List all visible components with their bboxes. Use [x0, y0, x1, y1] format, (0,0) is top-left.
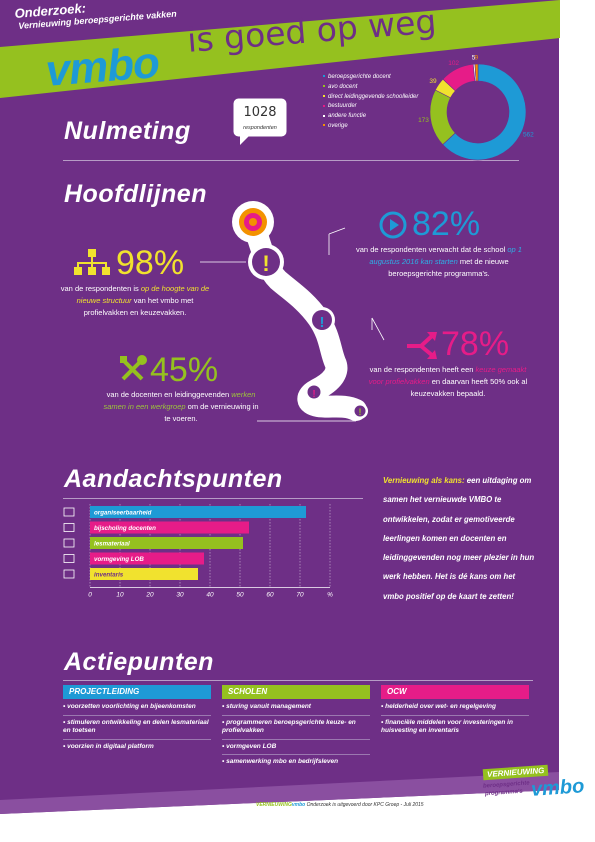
- donut-data-label: 102: [448, 60, 459, 67]
- bar-category-label: organiseerbaarheid: [94, 510, 152, 517]
- category-icon: [63, 507, 75, 517]
- x-tick-label: 0: [88, 592, 92, 599]
- svg-text:!: !: [312, 389, 315, 400]
- stat-78-text: van de respondenten heeft een keuze gema…: [368, 365, 528, 398]
- legend-swatch: [323, 114, 325, 117]
- respondent-donut-chart: 562 173 39 102 5 9: [418, 55, 534, 161]
- donut-data-label: 173: [418, 117, 429, 124]
- list-item: • vormgeven LOB: [222, 740, 370, 755]
- list-item: • stimuleren ontwikkeling en delen lesma…: [63, 716, 211, 740]
- category-icon: [63, 523, 75, 532]
- donut-data-label: 39: [429, 78, 437, 85]
- legend-item: bestuurder: [323, 102, 423, 112]
- bar-category-label: lesmateriaal: [94, 541, 130, 548]
- respondent-count: 1028: [243, 105, 277, 120]
- donut-slice: [442, 63, 527, 161]
- legend-swatch: [323, 104, 325, 107]
- bar: [90, 552, 204, 565]
- donut-data-label: 9: [474, 55, 478, 62]
- stat-45-text: van de docenten en leidinggevenden werke…: [103, 390, 259, 423]
- speech-bubble-icon: [233, 98, 287, 145]
- ocw-heading: OCW: [381, 685, 529, 699]
- divider: [63, 680, 533, 681]
- donut-data-label: 562: [523, 132, 534, 139]
- bar-category-label: bijscholing docenten: [94, 525, 156, 532]
- list-item: • sturing vanuit management: [222, 700, 370, 716]
- legend-swatch: [323, 85, 325, 88]
- projectleiding-heading: PROJECTLEIDING: [63, 685, 211, 699]
- stat-45-value: 45%: [150, 351, 219, 389]
- stat-78-value: 78%: [441, 325, 510, 363]
- bar: [90, 568, 198, 580]
- x-tick-label: 70: [296, 592, 304, 599]
- actiepunten-title: Actiepunten: [64, 648, 214, 676]
- bar-category-label: inventaris: [94, 572, 124, 579]
- list-item: • voorzetten voorlichting en bijeenkomst…: [63, 700, 211, 716]
- logo-brand: vmbo: [530, 775, 586, 801]
- category-icon: [63, 554, 75, 563]
- legend-swatch: [323, 124, 325, 127]
- bar: [90, 537, 243, 549]
- projectleiding-list: • voorzetten voorlichting en bijeenkomst…: [63, 700, 211, 754]
- donut-slice: [474, 63, 479, 82]
- aandachtspunten-title: Aandachtspunten: [64, 465, 283, 493]
- legend-item: avo docent: [323, 83, 423, 93]
- legend-item: beroepsgerichte docent: [323, 73, 423, 83]
- aandachtspunten-quote: Vernieuwing als kans: een uitdaging om s…: [383, 476, 535, 601]
- tools-icon: [120, 355, 147, 381]
- ocw-list: • helderheid over wet- en regelgeving • …: [381, 700, 529, 739]
- list-item: • samenwerking mbo en bedrijfsleven: [222, 758, 339, 765]
- legend-item: direct leidinggevende schoolleider: [323, 93, 423, 103]
- x-tick-label: %: [327, 592, 333, 599]
- hoofdlijnen-title: Hoofdlijnen: [64, 180, 207, 208]
- org-chart-icon: [74, 249, 110, 275]
- svg-text:!: !: [262, 251, 269, 276]
- x-tick-label: 60: [266, 592, 274, 599]
- bar: [90, 521, 249, 534]
- scholen-heading: SCHOLEN: [222, 685, 370, 699]
- play-icon: [379, 211, 407, 239]
- list-item: • programmeren beroepsgerichte keuze- en…: [222, 716, 370, 740]
- x-tick-label: 30: [176, 592, 184, 599]
- legend-swatch: [323, 75, 325, 78]
- x-tick-label: 10: [116, 592, 124, 599]
- stat-98-value: 98%: [116, 244, 185, 282]
- aandachtspunten-bar-chart: organiseerbaarheid bijscholing docenten le…: [63, 504, 333, 599]
- category-icon: [63, 569, 75, 579]
- stat-98-text: van de respondenten is op de hoogte van …: [60, 284, 210, 317]
- donut-data-label: 5: [472, 55, 476, 62]
- nulmeting-title: Nulmeting: [64, 117, 191, 145]
- scholen-list: • sturing vanuit management • programmer…: [222, 700, 370, 770]
- category-icon: [63, 538, 75, 548]
- donut-legend: beroepsgerichte docent avo docent direct…: [323, 73, 423, 132]
- x-tick-label: 40: [206, 592, 214, 599]
- vernieuwing-vmbo-logo: VERNIEUWING beroepsgerichte programma's …: [482, 764, 585, 811]
- legend-item: andere functie: [323, 112, 423, 122]
- bar-category-label: vormgeving LOB: [94, 556, 144, 563]
- respondent-bubble: 1028 respondenten: [232, 97, 290, 147]
- stat-82-value: 82%: [412, 205, 481, 243]
- fork-arrow-icon: [407, 332, 437, 359]
- list-item: • financiële middelen voor investeringen…: [381, 718, 513, 735]
- x-tick-label: 50: [236, 592, 244, 599]
- divider: [63, 498, 363, 499]
- x-tick-label: 20: [145, 592, 154, 599]
- respondent-label: respondenten: [243, 125, 277, 131]
- logo-line2: programma's: [484, 788, 523, 798]
- legend-swatch: [323, 95, 325, 98]
- list-item: • helderheid over wet- en regelgeving: [381, 700, 529, 716]
- divider: [63, 160, 519, 161]
- stat-82-text: van de respondenten verwacht dat de scho…: [356, 245, 522, 278]
- footer-credit: VERNIEUWINGvmbo Onderzoek is uitgevoerd …: [256, 802, 424, 808]
- svg-text:!: !: [320, 314, 325, 331]
- list-item: • voorzien in digitaal platform: [63, 742, 154, 750]
- bar: [90, 506, 306, 518]
- svg-text:!: !: [359, 407, 362, 417]
- legend-item: overige: [323, 122, 423, 132]
